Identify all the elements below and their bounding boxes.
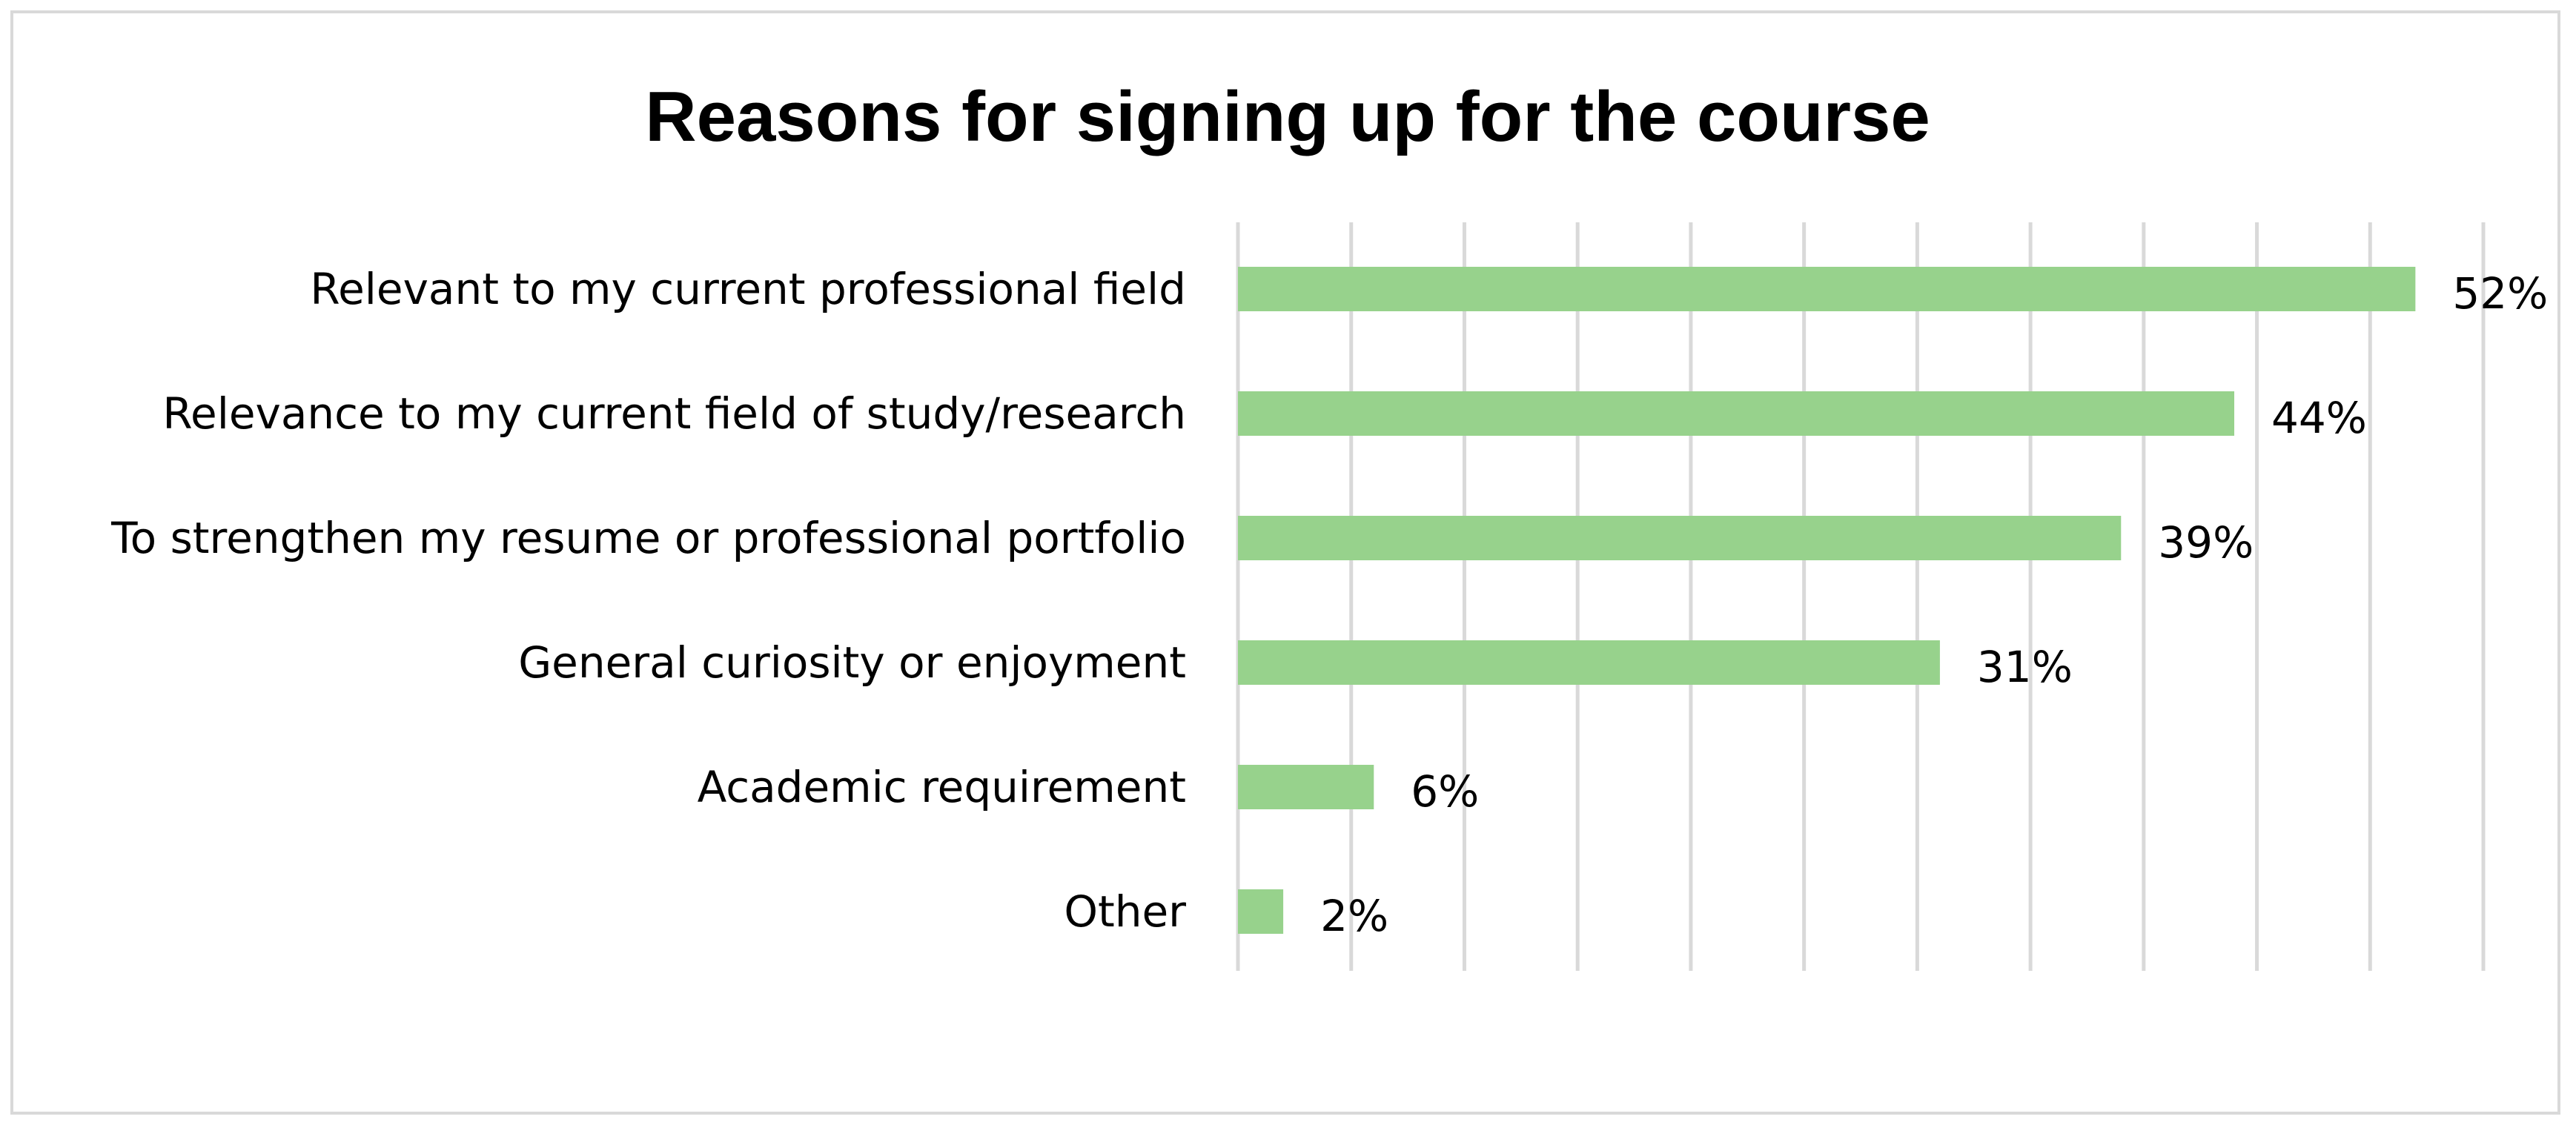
data-label: 44%: [2271, 393, 2367, 443]
bars: [1238, 267, 2416, 934]
bar: [1238, 765, 1374, 809]
bar: [1238, 516, 2122, 560]
data-label: 39%: [2158, 517, 2254, 568]
category-label: Other: [1064, 886, 1186, 937]
data-label: 6%: [1411, 766, 1479, 817]
data-label: 31%: [1977, 642, 2073, 692]
data-label: 52%: [2452, 268, 2548, 319]
category-label: Relevance to my current field of study/r…: [162, 388, 1186, 439]
bar: [1238, 640, 1940, 685]
chart-frame: [10, 10, 2560, 1115]
bar: [1238, 391, 2234, 436]
gridlines: [1236, 222, 2486, 971]
category-label: General curiosity or enjoyment: [518, 637, 1186, 688]
category-label: To strengthen my resume or professional …: [110, 513, 1186, 563]
category-labels: Relevant to my current professional fiel…: [110, 264, 1186, 937]
category-label: Relevant to my current professional fiel…: [310, 264, 1186, 314]
data-label: 2%: [1320, 891, 1388, 941]
chart-title: Reasons for signing up for the course: [645, 77, 1930, 156]
data-labels: 52% 44% 39% 31% 6% 2%: [1320, 268, 2548, 941]
bar: [1238, 889, 1284, 934]
category-label: Academic requirement: [698, 762, 1186, 812]
bar: [1238, 267, 2416, 311]
